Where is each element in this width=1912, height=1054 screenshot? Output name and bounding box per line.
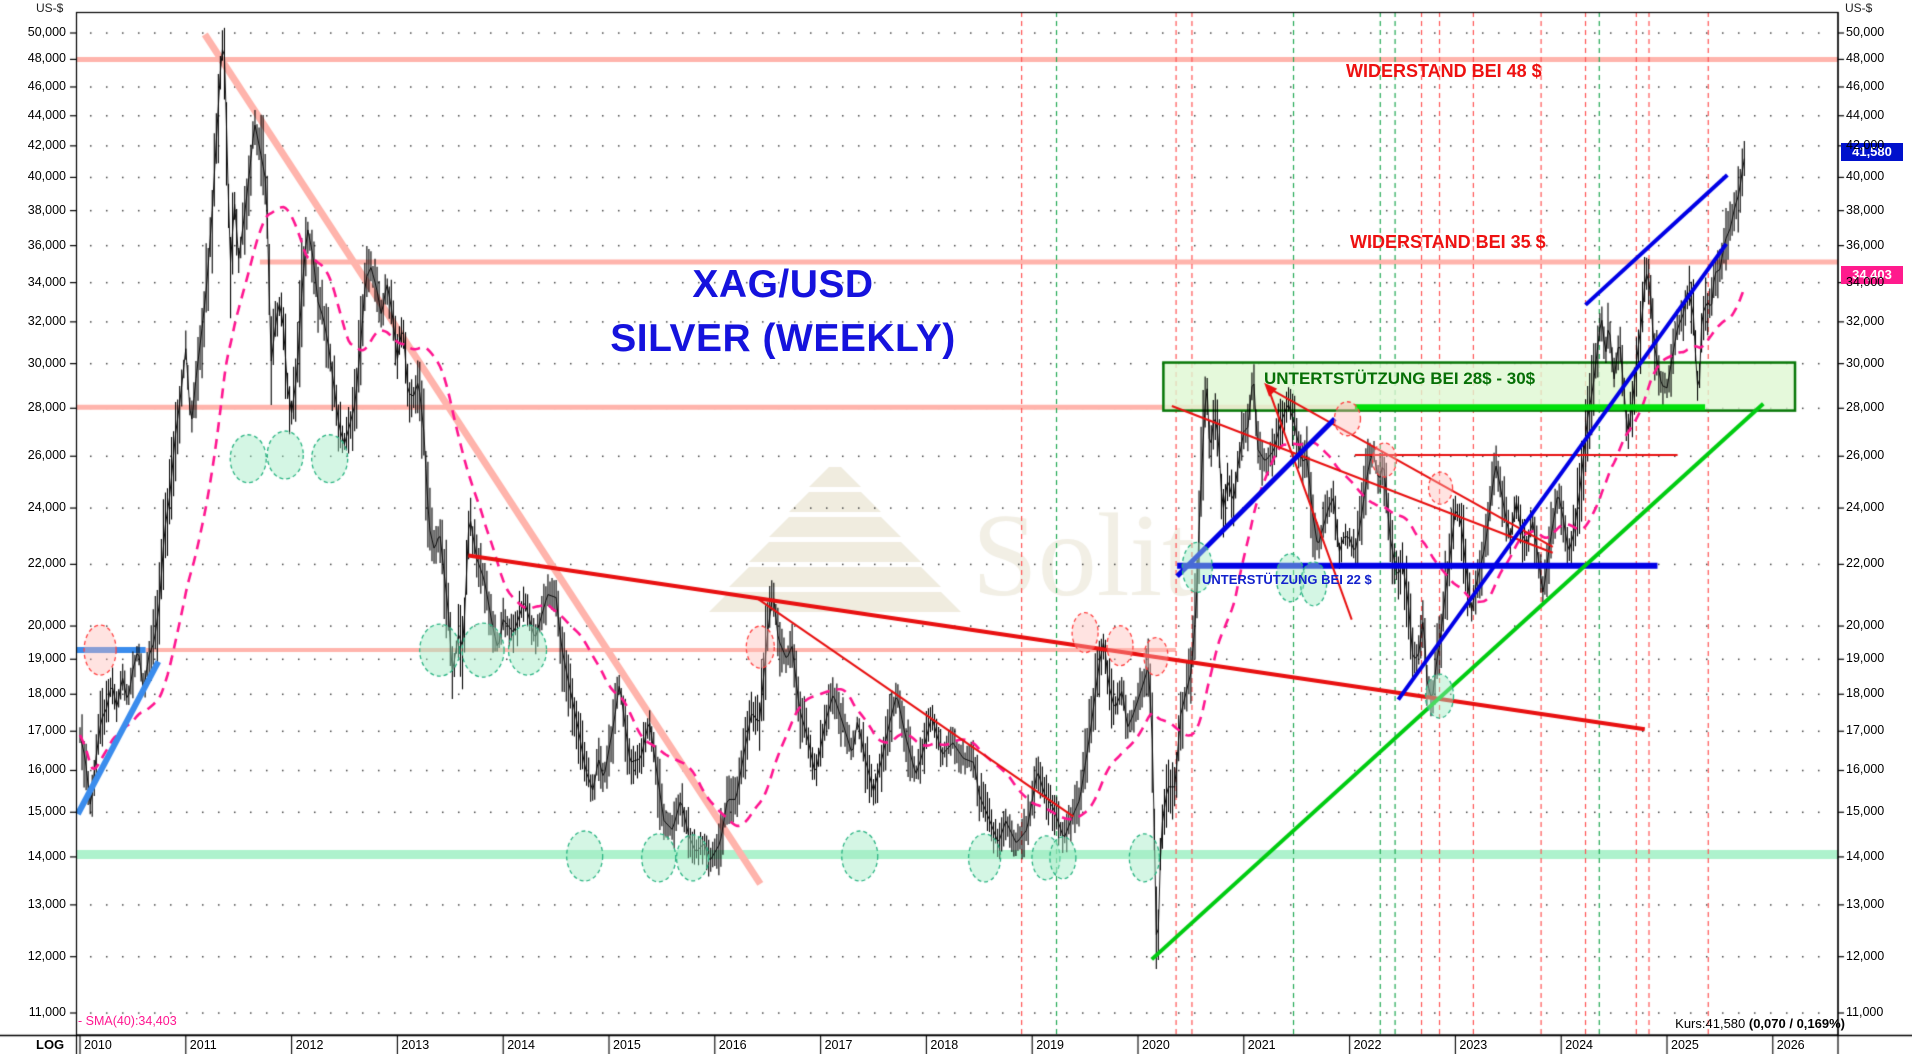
x-axis-year-label: 2022 — [1353, 1038, 1382, 1052]
x-axis-year-label: 2012 — [295, 1038, 324, 1052]
y-axis-label-right: 50,000 — [1846, 25, 1885, 39]
sma-value-badge: 34,403 — [1841, 265, 1903, 284]
y-axis-label-right: 16,000 — [1846, 762, 1885, 777]
y-axis-label-right: 18,000 — [1846, 686, 1885, 701]
y-axis-label-left: 24,000 — [27, 500, 66, 515]
x-axis-year-label: 2013 — [401, 1038, 430, 1052]
y-axis-label-left: 32,000 — [27, 313, 66, 328]
y-axis-label-right: 30,000 — [1846, 355, 1885, 370]
y-axis-label-left: 15,000 — [27, 804, 66, 819]
x-axis-year-label: 2026 — [1776, 1038, 1805, 1052]
kurs-label: Kurs:41,580 — [1675, 1016, 1749, 1031]
y-axis-label-right: 15,000 — [1846, 804, 1885, 819]
support-28-30-label: UNTERTSTÜTZUNG BEI 28$ - 30$ — [1264, 369, 1536, 388]
last-price-badge: 41,580 — [1841, 143, 1903, 162]
x-axis-year-label: 2010 — [84, 1038, 112, 1052]
y-axis-label-left: 30,000 — [27, 355, 66, 370]
resistance-48-label: WIDERSTAND BEI 48 $ — [1346, 61, 1542, 81]
x-axis-year-label: 2014 — [507, 1038, 535, 1052]
sma-legend: - SMA(40):34,403 — [78, 1014, 177, 1028]
x-axis-year-label: 2024 — [1565, 1038, 1593, 1052]
y-axis-label-left: 11,000 — [28, 1005, 66, 1019]
x-axis-year-label: 2019 — [1036, 1038, 1064, 1052]
y-axis-label-right: 32,000 — [1846, 313, 1885, 328]
y-axis-label-right: 19,000 — [1846, 651, 1885, 666]
y-axis-label-left: 16,000 — [27, 762, 66, 777]
y-axis-label-right: 14,000 — [1846, 848, 1885, 863]
chart-title-line1: XAG/USD — [692, 263, 874, 306]
y-axis-label-left: 14,000 — [27, 848, 66, 863]
y-axis-label-right: 36,000 — [1846, 237, 1885, 252]
y-axis-label-right: 12,000 — [1846, 948, 1885, 963]
y-axis-label-left: 17,000 — [27, 723, 66, 738]
y-axis-label-right: 34,000 — [1846, 274, 1885, 289]
x-axis-year-label: 2021 — [1247, 1038, 1276, 1052]
y-axis-label-left: 46,000 — [27, 78, 66, 93]
x-axis-year-label: 2011 — [189, 1038, 217, 1052]
y-axis-label-right: 20,000 — [1846, 618, 1885, 633]
y-axis-label-left: 13,000 — [27, 896, 66, 911]
y-axis-label-right: 38,000 — [1846, 202, 1885, 217]
y-axis-label-right: 17,000 — [1846, 723, 1885, 738]
y-axis-label-right: 46,000 — [1846, 78, 1885, 93]
x-axis-year-label: 2015 — [613, 1038, 641, 1052]
y-axis-label-right: 28,000 — [1846, 400, 1885, 415]
resistance-35-label: WIDERSTAND BEI 35 $ — [1350, 232, 1546, 252]
y-axis-label-left: 22,000 — [27, 556, 66, 571]
kurs-readout: Kurs:41,580 (0,070 / 0,169%) — [1560, 1016, 1845, 1031]
x-axis-year-label: 2018 — [930, 1038, 959, 1052]
y-axis-label-left: 50,000 — [27, 25, 66, 39]
y-axis-label-right: 22,000 — [1846, 556, 1885, 571]
y-axis-label-right: 48,000 — [1846, 51, 1885, 66]
y-axis-unit-right: US-$ — [1845, 1, 1873, 15]
y-axis-label-left: 40,000 — [27, 169, 66, 184]
y-axis-label-left: 36,000 — [27, 237, 66, 252]
y-axis-label-left: 38,000 — [27, 202, 66, 217]
y-axis-label-left: 42,000 — [27, 137, 66, 152]
x-axis-year-label: 2017 — [824, 1038, 853, 1052]
y-axis-label-left: 19,000 — [27, 651, 66, 666]
y-axis-label-right: 40,000 — [1846, 169, 1885, 184]
y-axis-label-right: 26,000 — [1846, 448, 1885, 463]
kurs-change: (0,070 / 0,169%) — [1748, 1016, 1845, 1031]
chart-title: XAG/USD SILVER (WEEKLY) — [538, 258, 1028, 366]
y-axis-label-left: 20,000 — [27, 618, 66, 633]
y-axis-label-left: 26,000 — [27, 448, 66, 463]
y-axis-label-left: 48,000 — [27, 51, 66, 66]
log-scale-label: LOG — [36, 1037, 65, 1052]
x-axis-year-label: 2020 — [1142, 1038, 1170, 1052]
y-axis-label-left: 28,000 — [27, 400, 66, 415]
y-axis-label-left: 18,000 — [27, 686, 66, 701]
x-axis-year-label: 2023 — [1459, 1038, 1488, 1052]
support-22-label: UNTERSTÜTZUNG BEI 22 $ — [1202, 572, 1372, 587]
y-axis-label-right: 44,000 — [1846, 107, 1885, 122]
y-axis-label-left: 44,000 — [27, 107, 66, 122]
y-axis-label-left: 12,000 — [27, 948, 66, 963]
y-axis-label-right: 24,000 — [1846, 500, 1885, 515]
y-axis-label-right: 13,000 — [1846, 896, 1885, 911]
x-axis-year-label: 2025 — [1671, 1038, 1699, 1052]
y-axis-label-right: 11,000 — [1846, 1005, 1884, 1019]
y-axis-label-right: 42,000 — [1846, 137, 1885, 152]
y-axis-unit-left: US-$ — [36, 1, 64, 15]
chart-title-line2: SILVER (WEEKLY) — [610, 317, 956, 360]
y-axis-label-left: 34,000 — [27, 274, 66, 289]
x-axis-year-label: 2016 — [718, 1038, 747, 1052]
